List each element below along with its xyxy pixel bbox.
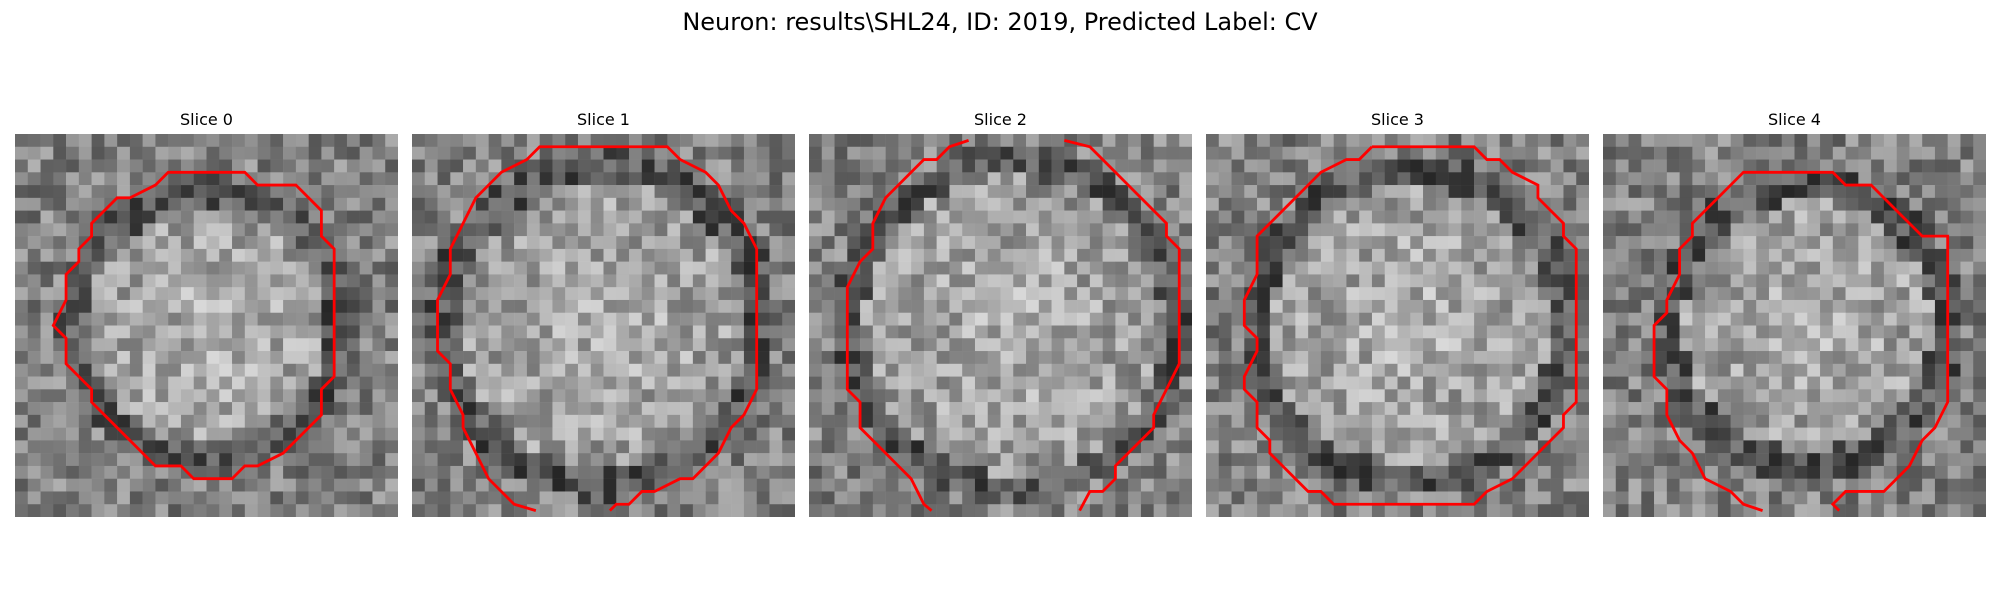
slice-image (412, 134, 795, 517)
pixel-grid (1603, 134, 1986, 517)
contour-line (436, 145, 759, 512)
slice-panel-4: Slice 4 (1603, 108, 1986, 517)
slice-panel-1: Slice 1 (412, 108, 795, 517)
slice-title: Slice 1 (577, 110, 630, 129)
slice-image (1603, 134, 1986, 517)
slice-title: Slice 2 (974, 110, 1027, 129)
pixel-grid (412, 134, 795, 517)
slice-title: Slice 3 (1371, 110, 1424, 129)
pixel-grid (15, 134, 398, 517)
contour-line (845, 139, 970, 512)
slice-image (15, 134, 398, 517)
contour-line (51, 170, 336, 481)
slice-image (1206, 134, 1589, 517)
pixel-grid (1206, 134, 1589, 517)
slice-panel-2: Slice 2 (809, 108, 1192, 517)
contour-line (1063, 139, 1181, 512)
figure-title: Neuron: results\SHL24, ID: 2019, Predict… (682, 8, 1318, 36)
contour-line (1652, 170, 1950, 512)
slice-title: Slice 0 (180, 110, 233, 129)
contour-line (1242, 145, 1578, 506)
slice-panel-0: Slice 0 (15, 108, 398, 517)
slice-title: Slice 4 (1768, 110, 1821, 129)
slice-image (809, 134, 1192, 517)
pixel-grid (809, 134, 1192, 517)
slice-panel-3: Slice 3 (1206, 108, 1589, 517)
